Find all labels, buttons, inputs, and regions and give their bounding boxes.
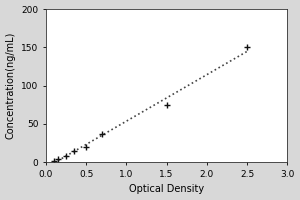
- X-axis label: Optical Density: Optical Density: [129, 184, 204, 194]
- Y-axis label: Concentration(ng/mL): Concentration(ng/mL): [6, 32, 16, 139]
